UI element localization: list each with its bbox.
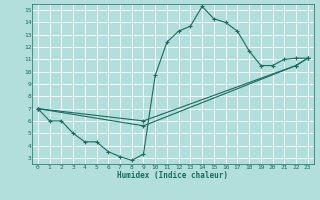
- X-axis label: Humidex (Indice chaleur): Humidex (Indice chaleur): [117, 171, 228, 180]
